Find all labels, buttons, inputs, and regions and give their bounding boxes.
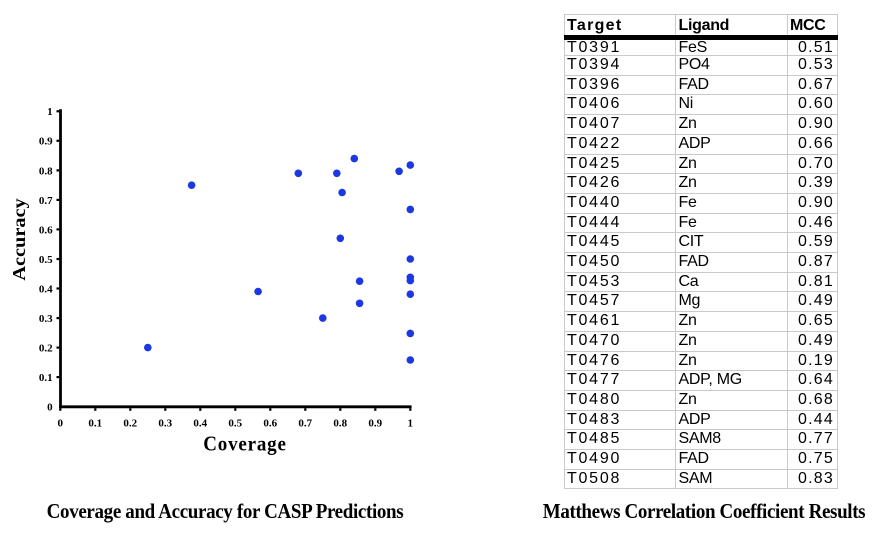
- svg-text:0.8: 0.8: [333, 418, 347, 430]
- svg-text:0.6: 0.6: [263, 418, 277, 430]
- svg-text:1: 1: [47, 106, 53, 118]
- svg-text:0.9: 0.9: [39, 136, 53, 148]
- svg-text:0.8: 0.8: [39, 165, 53, 177]
- svg-text:0.6: 0.6: [39, 224, 53, 236]
- svg-text:Accuracy: Accuracy: [10, 198, 29, 281]
- svg-text:0.3: 0.3: [158, 418, 172, 430]
- svg-text:0.1: 0.1: [88, 418, 102, 430]
- svg-text:0.4: 0.4: [39, 283, 53, 295]
- svg-text:0.9: 0.9: [368, 418, 382, 430]
- svg-text:0: 0: [47, 402, 53, 414]
- svg-text:0: 0: [58, 418, 64, 430]
- svg-text:0.2: 0.2: [39, 343, 53, 355]
- svg-text:0.5: 0.5: [39, 254, 53, 266]
- svg-text:0.1: 0.1: [39, 372, 53, 384]
- svg-text:0.4: 0.4: [193, 418, 207, 430]
- svg-text:1: 1: [408, 418, 414, 430]
- svg-text:0.7: 0.7: [298, 418, 312, 430]
- svg-text:Coverage: Coverage: [203, 433, 286, 456]
- svg-text:0.7: 0.7: [39, 195, 53, 207]
- svg-text:0.2: 0.2: [123, 418, 137, 430]
- svg-text:0.3: 0.3: [39, 313, 53, 325]
- svg-text:0.5: 0.5: [228, 418, 242, 430]
